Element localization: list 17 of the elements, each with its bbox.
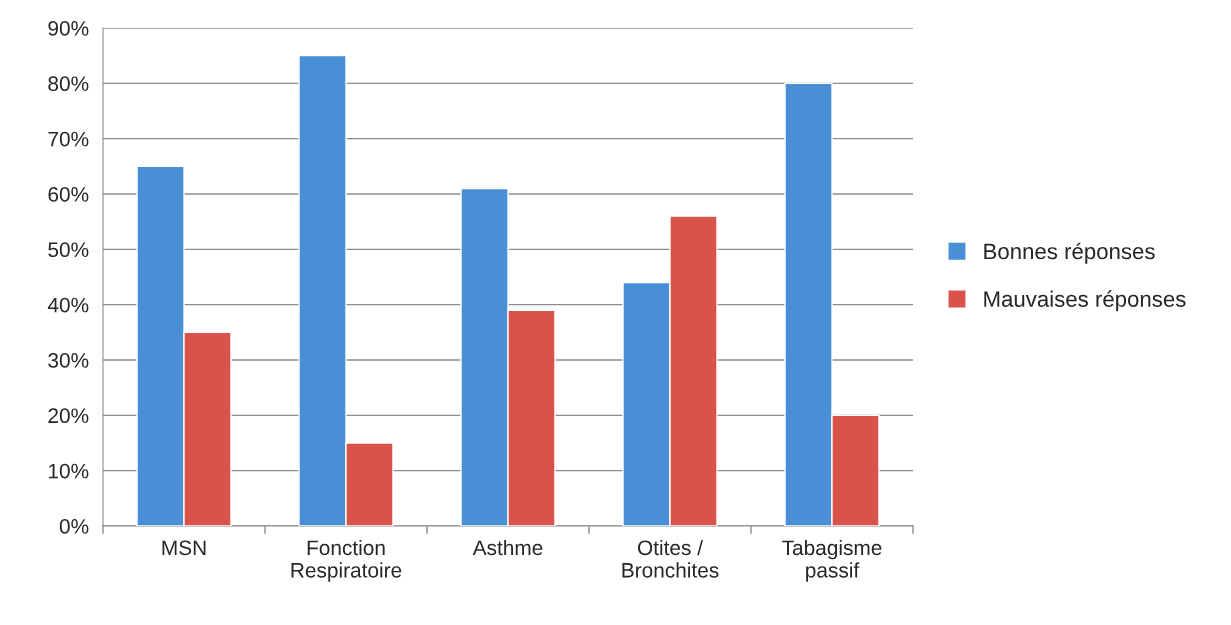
y-tick-label: 10% bbox=[49, 463, 89, 479]
y-tick-label: 70% bbox=[48, 131, 89, 147]
x-tick-label: Fonction Respiratoire bbox=[291, 539, 402, 582]
x-tick-label: Asthme bbox=[472, 539, 543, 556]
y-tick-label: 90% bbox=[48, 21, 89, 36]
legend-label: Mauvaises réponses bbox=[984, 290, 1186, 312]
y-tick-label: 50% bbox=[48, 242, 89, 258]
y-tick-label: 0% bbox=[59, 519, 89, 534]
y-tick-label: 20% bbox=[48, 408, 89, 424]
y-tick-label: 60% bbox=[48, 187, 89, 202]
legend-label: Bonnes réponses bbox=[984, 242, 1155, 264]
x-tick-label: Otites / Bronchites bbox=[622, 539, 719, 578]
x-tick-label: Tabagisme passif bbox=[782, 539, 882, 582]
y-tick-label: 80% bbox=[48, 76, 89, 92]
y-tick-label: 40% bbox=[47, 297, 89, 313]
x-tick-label: MSN bbox=[162, 540, 206, 556]
y-tick-label: 30% bbox=[48, 353, 89, 368]
